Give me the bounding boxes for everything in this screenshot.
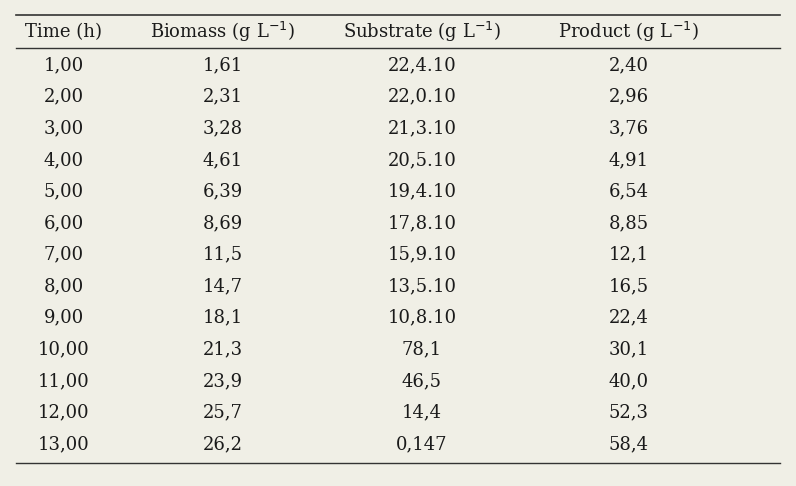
Text: 21,3.10: 21,3.10 [388, 119, 456, 138]
Text: Product (g L$^{-1}$): Product (g L$^{-1}$) [559, 20, 699, 44]
Text: 15,9.10: 15,9.10 [388, 245, 456, 264]
Text: 3,76: 3,76 [609, 119, 649, 138]
Text: 13,5.10: 13,5.10 [388, 277, 456, 295]
Text: 6,39: 6,39 [203, 182, 243, 201]
Text: 17,8.10: 17,8.10 [388, 214, 456, 232]
Text: 25,7: 25,7 [203, 403, 243, 422]
Text: 10,00: 10,00 [37, 340, 90, 359]
Text: 11,5: 11,5 [203, 245, 243, 264]
Text: 4,61: 4,61 [203, 151, 243, 169]
Text: 14,4: 14,4 [402, 403, 442, 422]
Text: 2,31: 2,31 [203, 87, 243, 106]
Text: 11,00: 11,00 [37, 372, 90, 390]
Text: Time (h): Time (h) [25, 23, 102, 41]
Text: Substrate (g L$^{-1}$): Substrate (g L$^{-1}$) [343, 20, 501, 44]
Text: 4,00: 4,00 [44, 151, 84, 169]
Text: 22,4: 22,4 [609, 309, 649, 327]
Text: 78,1: 78,1 [402, 340, 442, 359]
Text: 9,00: 9,00 [44, 309, 84, 327]
Text: 6,54: 6,54 [609, 182, 649, 201]
Text: 16,5: 16,5 [609, 277, 649, 295]
Text: 23,9: 23,9 [203, 372, 243, 390]
Text: 4,91: 4,91 [609, 151, 649, 169]
Text: 20,5.10: 20,5.10 [388, 151, 456, 169]
Text: 52,3: 52,3 [609, 403, 649, 422]
Text: 2,00: 2,00 [44, 87, 84, 106]
Text: 26,2: 26,2 [203, 435, 243, 453]
Text: 0,147: 0,147 [396, 435, 447, 453]
Text: 30,1: 30,1 [609, 340, 649, 359]
Text: 2,96: 2,96 [609, 87, 649, 106]
Text: 8,69: 8,69 [203, 214, 243, 232]
Text: 7,00: 7,00 [44, 245, 84, 264]
Text: 8,85: 8,85 [609, 214, 649, 232]
Text: 5,00: 5,00 [44, 182, 84, 201]
Text: 13,00: 13,00 [37, 435, 90, 453]
Text: 40,0: 40,0 [609, 372, 649, 390]
Text: 19,4.10: 19,4.10 [388, 182, 456, 201]
Text: 14,7: 14,7 [203, 277, 243, 295]
Text: 21,3: 21,3 [203, 340, 243, 359]
Text: 18,1: 18,1 [203, 309, 243, 327]
Text: 3,28: 3,28 [203, 119, 243, 138]
Text: 10,8.10: 10,8.10 [388, 309, 456, 327]
Text: 8,00: 8,00 [44, 277, 84, 295]
Text: 12,00: 12,00 [38, 403, 89, 422]
Text: 2,40: 2,40 [609, 56, 649, 74]
Text: 1,00: 1,00 [44, 56, 84, 74]
Text: 58,4: 58,4 [609, 435, 649, 453]
Text: 22,0.10: 22,0.10 [388, 87, 456, 106]
Text: 22,4.10: 22,4.10 [388, 56, 456, 74]
Text: 6,00: 6,00 [44, 214, 84, 232]
Text: 3,00: 3,00 [44, 119, 84, 138]
Text: Biomass (g L$^{-1}$): Biomass (g L$^{-1}$) [150, 20, 295, 44]
Text: 12,1: 12,1 [609, 245, 649, 264]
Text: 1,61: 1,61 [203, 56, 243, 74]
Text: 46,5: 46,5 [402, 372, 442, 390]
